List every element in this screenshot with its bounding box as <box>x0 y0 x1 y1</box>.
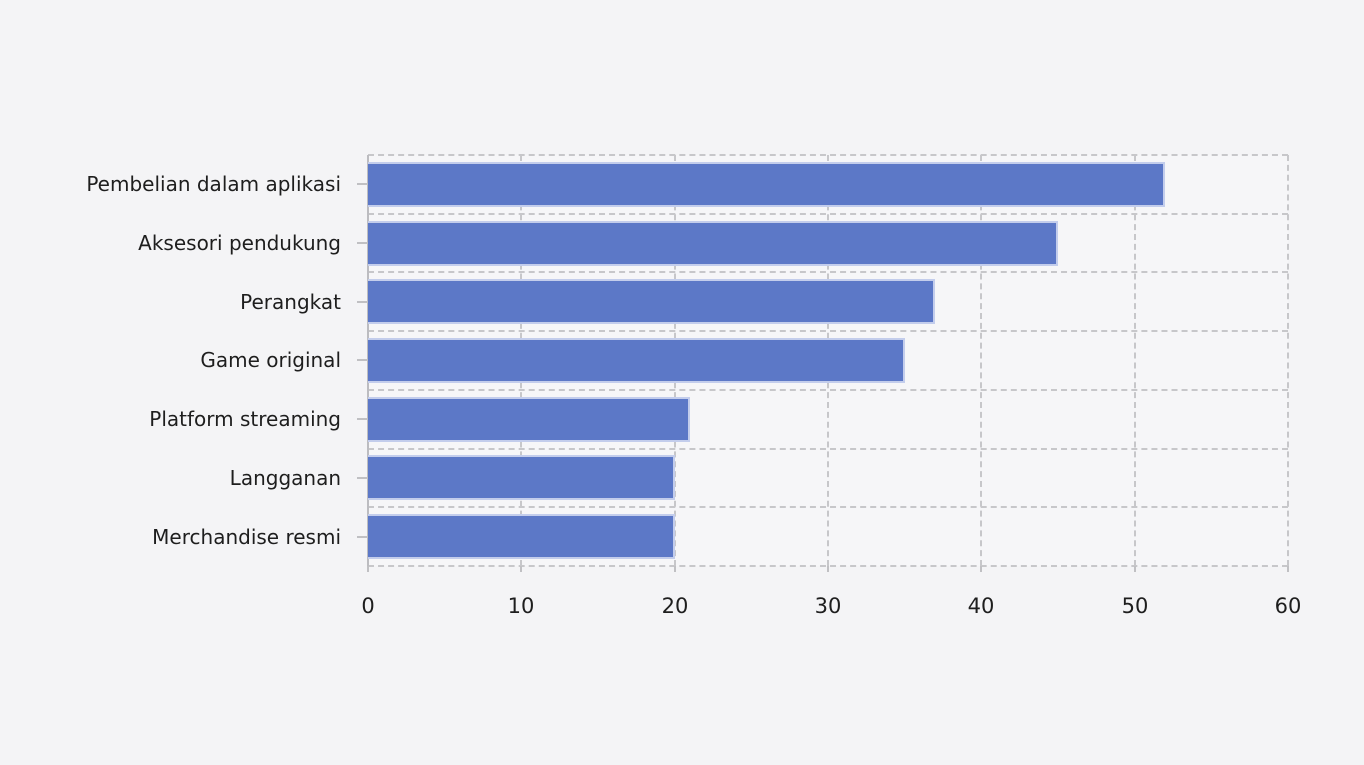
x-axis-tick-label: 30 <box>814 594 842 618</box>
y-axis-label: Pembelian dalam aplikasi <box>86 172 341 196</box>
x-axis-tick-mark <box>980 566 982 572</box>
y-axis-label: Perangkat <box>240 290 341 314</box>
x-axis-tick-label: 60 <box>1274 594 1302 618</box>
bar <box>368 338 905 383</box>
y-axis-label: Langganan <box>229 466 341 490</box>
x-axis-tick-mark <box>1287 566 1289 572</box>
bar <box>368 162 1165 207</box>
vertical-gridline <box>1287 155 1289 566</box>
y-axis-label: Merchandise resmi <box>152 525 341 549</box>
y-axis-tick-mark <box>357 359 368 361</box>
bar <box>368 279 935 324</box>
x-axis-tick-label: 50 <box>1121 594 1149 618</box>
y-axis-tick-mark <box>357 536 368 538</box>
x-axis-tick-mark <box>1134 566 1136 572</box>
bar <box>368 221 1058 266</box>
y-axis-tick-mark <box>357 418 368 420</box>
x-axis-tick-label: 10 <box>507 594 535 618</box>
y-axis-tick-mark <box>357 242 368 244</box>
y-axis-tick-mark <box>357 301 368 303</box>
x-axis-tick-label: 20 <box>661 594 689 618</box>
y-axis-label: Platform streaming <box>149 407 341 431</box>
y-axis-label: Aksesori pendukung <box>138 231 341 255</box>
x-axis-tick-mark <box>367 566 369 572</box>
y-axis-label: Game original <box>200 348 341 372</box>
vertical-gridline <box>980 155 982 566</box>
y-axis-tick-mark <box>357 183 368 185</box>
bar <box>368 397 690 442</box>
y-axis-tick-mark <box>357 477 368 479</box>
plot-area <box>367 154 1289 567</box>
x-axis-tick-label: 40 <box>967 594 995 618</box>
x-axis-tick-mark <box>827 566 829 572</box>
x-axis-tick-mark <box>674 566 676 572</box>
vertical-gridline <box>1134 155 1136 566</box>
bar <box>368 514 675 559</box>
bar <box>368 455 675 500</box>
x-axis-tick-mark <box>520 566 522 572</box>
x-axis-tick-label: 0 <box>361 594 375 618</box>
